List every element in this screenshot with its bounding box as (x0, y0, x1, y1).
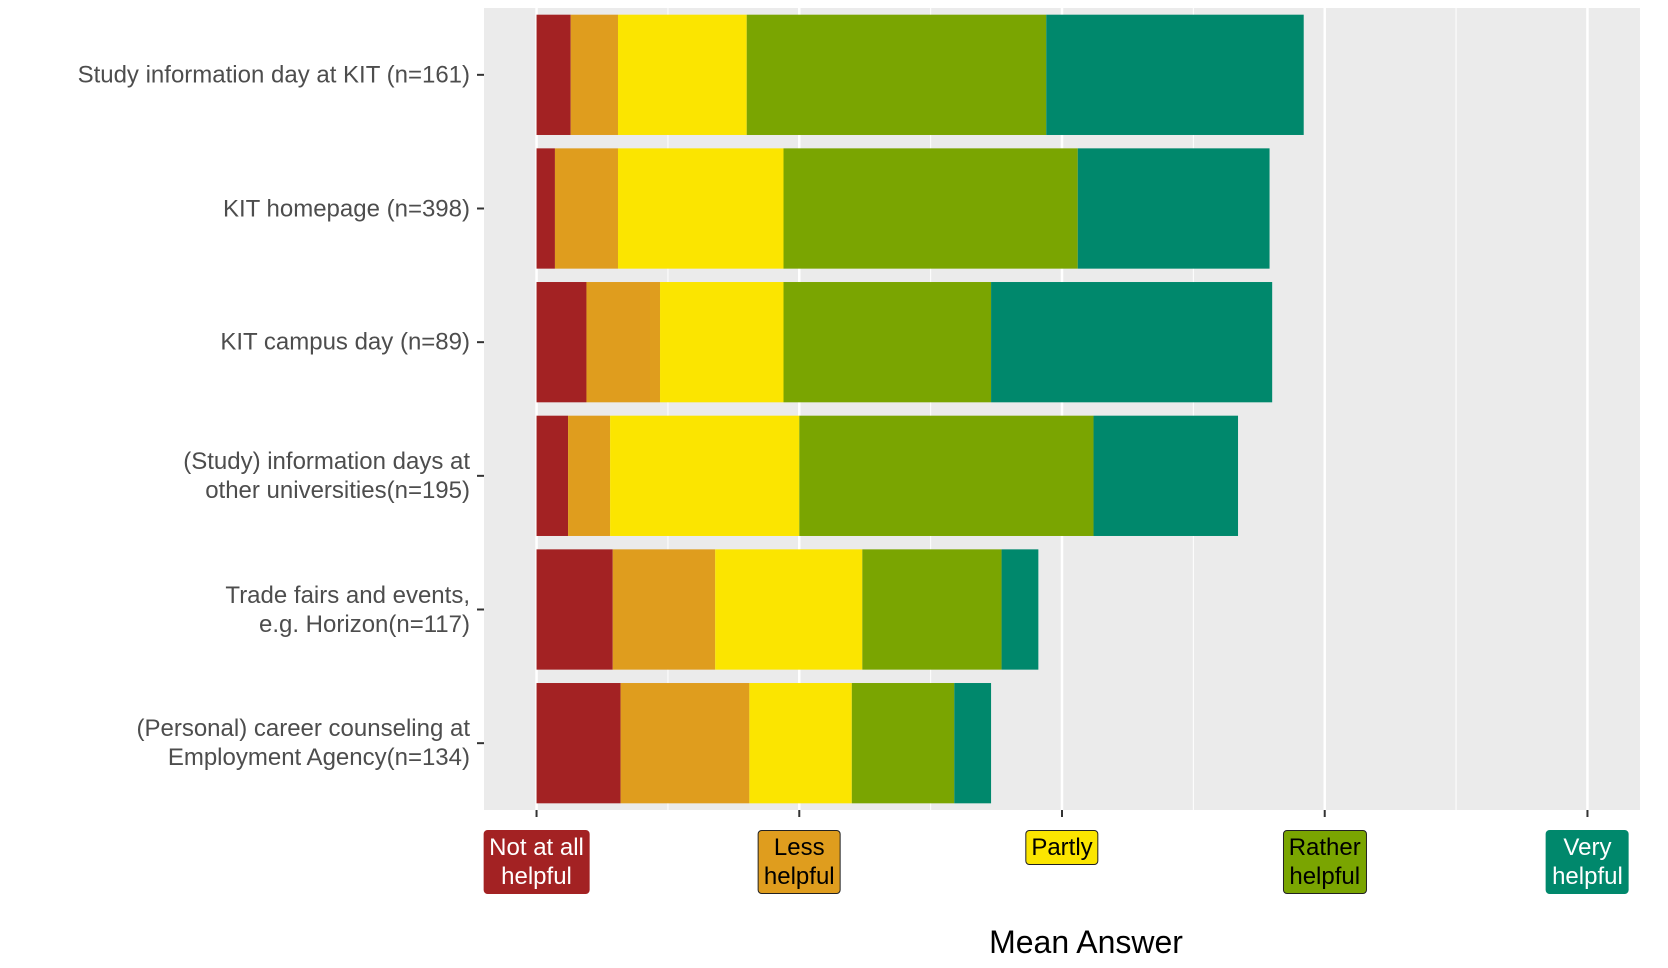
bar-segment (586, 282, 661, 403)
bar-segment (554, 148, 618, 269)
bar-segment (1046, 14, 1304, 135)
bar-segment (749, 683, 852, 804)
y-tick-label: (Personal) career counseling at Employme… (136, 715, 470, 772)
bar-segment (536, 415, 569, 536)
bar-segment (536, 14, 571, 135)
bar-segment (783, 148, 1078, 269)
bar-segment (536, 549, 613, 670)
bar-segment (612, 549, 716, 670)
x-tick-label: Very helpful (1546, 830, 1629, 894)
bar-segment (1077, 148, 1270, 269)
bar-segment (660, 282, 784, 403)
bar-segment (570, 14, 618, 135)
bar-segment (1001, 549, 1039, 670)
bar-segment (620, 683, 750, 804)
bar-segment (715, 549, 863, 670)
bar-segment (617, 148, 784, 269)
bar-segment (954, 683, 992, 804)
bar-segment (568, 415, 611, 536)
bar-segment (851, 683, 955, 804)
bar-segment (862, 549, 1002, 670)
bar-segment (536, 282, 587, 403)
bar-segment (799, 415, 1094, 536)
x-tick-label: Partly (1025, 830, 1099, 865)
bar-segment (617, 14, 747, 135)
bar-segment (536, 683, 621, 804)
y-tick-label: (Study) information days at other univer… (183, 447, 470, 504)
bar-segment (991, 282, 1273, 403)
bar-segment (783, 282, 992, 403)
bar-segment (610, 415, 800, 536)
bar-segment (1093, 415, 1239, 536)
x-tick-label: Not at all helpful (483, 830, 590, 894)
y-tick-label: Study information day at KIT (n=161) (77, 61, 470, 89)
x-tick-label: Less helpful (757, 830, 841, 894)
bar-segment (536, 148, 555, 269)
bar-segment (746, 14, 1047, 135)
x-axis-title: Mean Answer (989, 924, 1183, 960)
x-tick-label: Rather helpful (1282, 830, 1367, 894)
y-tick-label: KIT campus day (n=89) (220, 328, 470, 356)
y-tick-label: KIT homepage (n=398) (222, 195, 470, 222)
y-tick-label: Trade fairs and events, e.g. Horizon(n=1… (225, 581, 470, 638)
